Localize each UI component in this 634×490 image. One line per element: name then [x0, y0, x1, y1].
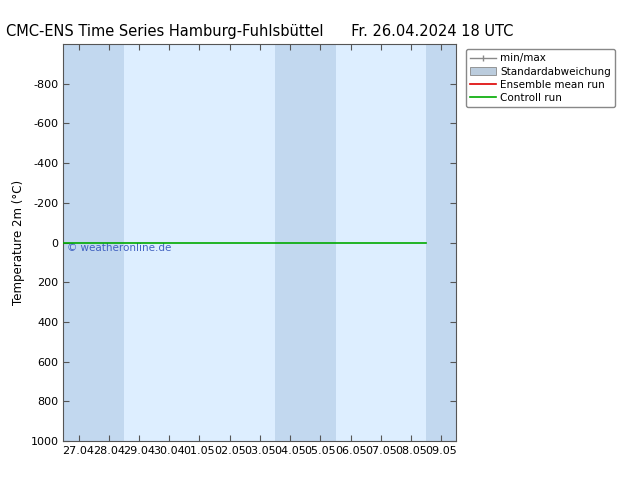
- Text: © weatheronline.de: © weatheronline.de: [67, 243, 172, 252]
- Title: CMC-ENS Time Series Hamburg-Fuhlsbüttel      Fr. 26.04.2024 18 UTC: CMC-ENS Time Series Hamburg-Fuhlsbüttel …: [6, 24, 514, 39]
- Legend: min/max, Standardabweichung, Ensemble mean run, Controll run: min/max, Standardabweichung, Ensemble me…: [465, 49, 615, 107]
- Bar: [94, 44, 124, 441]
- Bar: [63, 44, 94, 441]
- Bar: [275, 44, 306, 441]
- Bar: [426, 44, 456, 441]
- Bar: [306, 44, 335, 441]
- Y-axis label: Temperature 2m (°C): Temperature 2m (°C): [12, 180, 25, 305]
